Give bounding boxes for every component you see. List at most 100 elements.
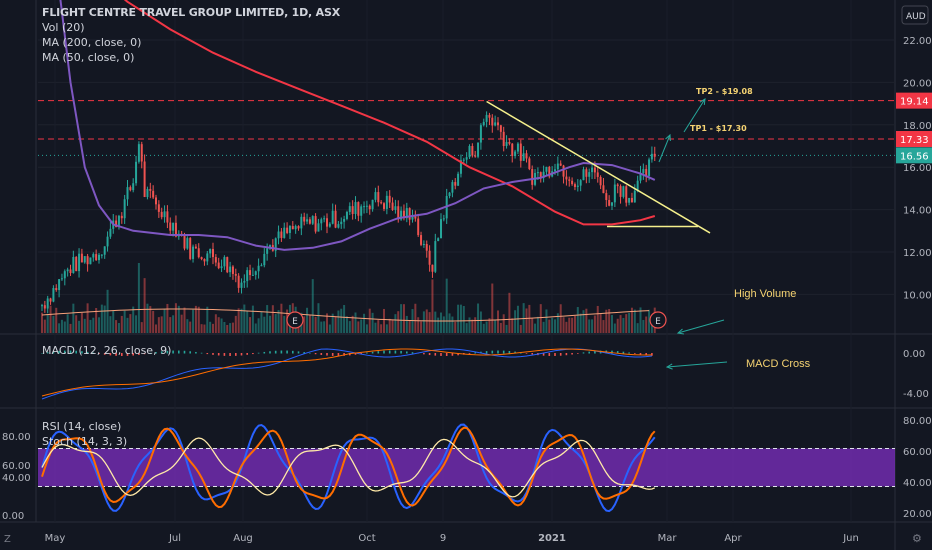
legend-vol[interactable]: Vol (20) bbox=[42, 21, 85, 34]
volume-bar bbox=[363, 313, 366, 333]
macd-histogram-bar bbox=[309, 352, 311, 354]
candle-body bbox=[388, 195, 391, 203]
candle-body bbox=[194, 246, 197, 249]
volume-bar bbox=[428, 312, 431, 333]
macd-cross-arrow bbox=[666, 361, 728, 368]
macd-tick-label: -4.00 bbox=[903, 389, 929, 400]
macd-histogram-bar bbox=[474, 352, 476, 354]
volume-bar bbox=[442, 316, 445, 333]
candle-body bbox=[457, 173, 460, 186]
macd-histogram-bar bbox=[577, 353, 579, 354]
macd-histogram-bar bbox=[178, 350, 180, 354]
volume-bar bbox=[75, 315, 78, 333]
candle-body bbox=[351, 206, 354, 214]
candle-body bbox=[343, 218, 346, 222]
candle-body bbox=[283, 227, 286, 238]
price-level-label: 16.56 bbox=[900, 151, 929, 162]
candle-body bbox=[132, 183, 135, 191]
volume-bar bbox=[477, 303, 480, 333]
candle-body bbox=[143, 161, 146, 198]
macd-histogram-bar bbox=[428, 353, 431, 356]
candle-body bbox=[522, 153, 525, 161]
macd-histogram-bar bbox=[160, 351, 163, 354]
volume-bar bbox=[234, 315, 237, 333]
volume-bar bbox=[511, 318, 514, 333]
candle-body bbox=[117, 215, 120, 228]
rsi-legend[interactable]: RSI (14, close) bbox=[42, 420, 122, 433]
macd-histogram-bar bbox=[582, 352, 585, 354]
macd-cross-arrow-head bbox=[665, 363, 673, 370]
volume-bar bbox=[345, 316, 348, 333]
volume-bar bbox=[357, 321, 360, 333]
macd-histogram-bar bbox=[565, 353, 568, 356]
candle-body bbox=[576, 185, 579, 187]
candle-body bbox=[320, 219, 323, 224]
price-tick-label: 12.00 bbox=[903, 248, 932, 259]
macd-histogram-bar bbox=[155, 352, 157, 354]
volume-bar bbox=[593, 315, 596, 333]
macd-histogram-bar bbox=[445, 353, 448, 356]
macd-histogram-bar bbox=[166, 350, 169, 354]
candle-body bbox=[297, 226, 300, 229]
volume-bar bbox=[237, 308, 240, 333]
candle-body bbox=[434, 241, 437, 272]
candle-body bbox=[365, 205, 368, 207]
candle-body bbox=[411, 216, 414, 220]
symbol-title[interactable]: FLIGHT CENTRE TRAVEL GROUP LIMITED, 1D, … bbox=[42, 6, 340, 19]
macd-histogram-bar bbox=[206, 353, 209, 355]
macd-histogram-bar bbox=[183, 350, 186, 354]
volume-bar bbox=[488, 318, 491, 333]
high-volume-label: High Volume bbox=[734, 288, 796, 300]
volume-bar bbox=[328, 324, 331, 333]
macd-legend[interactable]: MACD (12, 26, close, 9) bbox=[42, 344, 172, 357]
rsi-left-tick: 80.00 bbox=[2, 432, 31, 443]
candle-body bbox=[454, 182, 457, 186]
stoch-legend[interactable]: Stoch (14, 3, 3) bbox=[42, 435, 128, 448]
price-level-tag bbox=[896, 131, 932, 148]
macd-cross-label: MACD Cross bbox=[746, 358, 811, 370]
macd-histogram-bar bbox=[377, 351, 380, 354]
candle-body bbox=[126, 187, 129, 200]
candle-body bbox=[545, 166, 548, 172]
volume-bar bbox=[551, 317, 554, 333]
legend-ma50[interactable]: MA (50, close, 0) bbox=[42, 51, 135, 64]
candle-body bbox=[183, 235, 186, 249]
candle-body bbox=[157, 204, 160, 212]
volume-bar bbox=[163, 308, 166, 333]
legend-ma200[interactable]: MA (200, close, 0) bbox=[42, 36, 142, 49]
volume-bar bbox=[78, 320, 81, 333]
candle-body bbox=[123, 199, 126, 219]
volume-bar bbox=[619, 315, 622, 333]
candle-body bbox=[514, 151, 517, 156]
macd-tick-label: 0.00 bbox=[903, 349, 925, 360]
volume-bar bbox=[214, 314, 217, 333]
volume-bar bbox=[334, 316, 337, 333]
candle-body bbox=[559, 163, 562, 166]
volume-bar bbox=[192, 309, 195, 333]
candle-body bbox=[317, 223, 320, 232]
macd-histogram-bar bbox=[634, 353, 636, 354]
candle-body bbox=[137, 144, 140, 162]
volume-bar bbox=[246, 310, 249, 333]
candle-body bbox=[92, 254, 95, 258]
volume-bar bbox=[408, 320, 411, 333]
volume-bar bbox=[608, 308, 611, 333]
volume-bar bbox=[437, 317, 440, 333]
high-volume-arrow bbox=[677, 319, 725, 334]
macd-histogram-bar bbox=[502, 350, 505, 354]
descending-trendline bbox=[486, 100, 711, 234]
price-tick-label: 14.00 bbox=[903, 206, 932, 217]
time-tick-label: May bbox=[45, 533, 66, 544]
volume-bar bbox=[240, 308, 243, 333]
candle-body bbox=[189, 238, 192, 259]
rsi-right-tick: 60.00 bbox=[903, 447, 932, 458]
volume-bar bbox=[622, 317, 625, 333]
volume-bar bbox=[43, 319, 46, 333]
volume-bar bbox=[539, 304, 542, 333]
volume-bar bbox=[639, 307, 642, 333]
macd-histogram-bar bbox=[52, 351, 55, 354]
volume-bar bbox=[522, 303, 525, 333]
macd-histogram-bar bbox=[223, 353, 226, 356]
macd-histogram-bar bbox=[189, 351, 191, 354]
